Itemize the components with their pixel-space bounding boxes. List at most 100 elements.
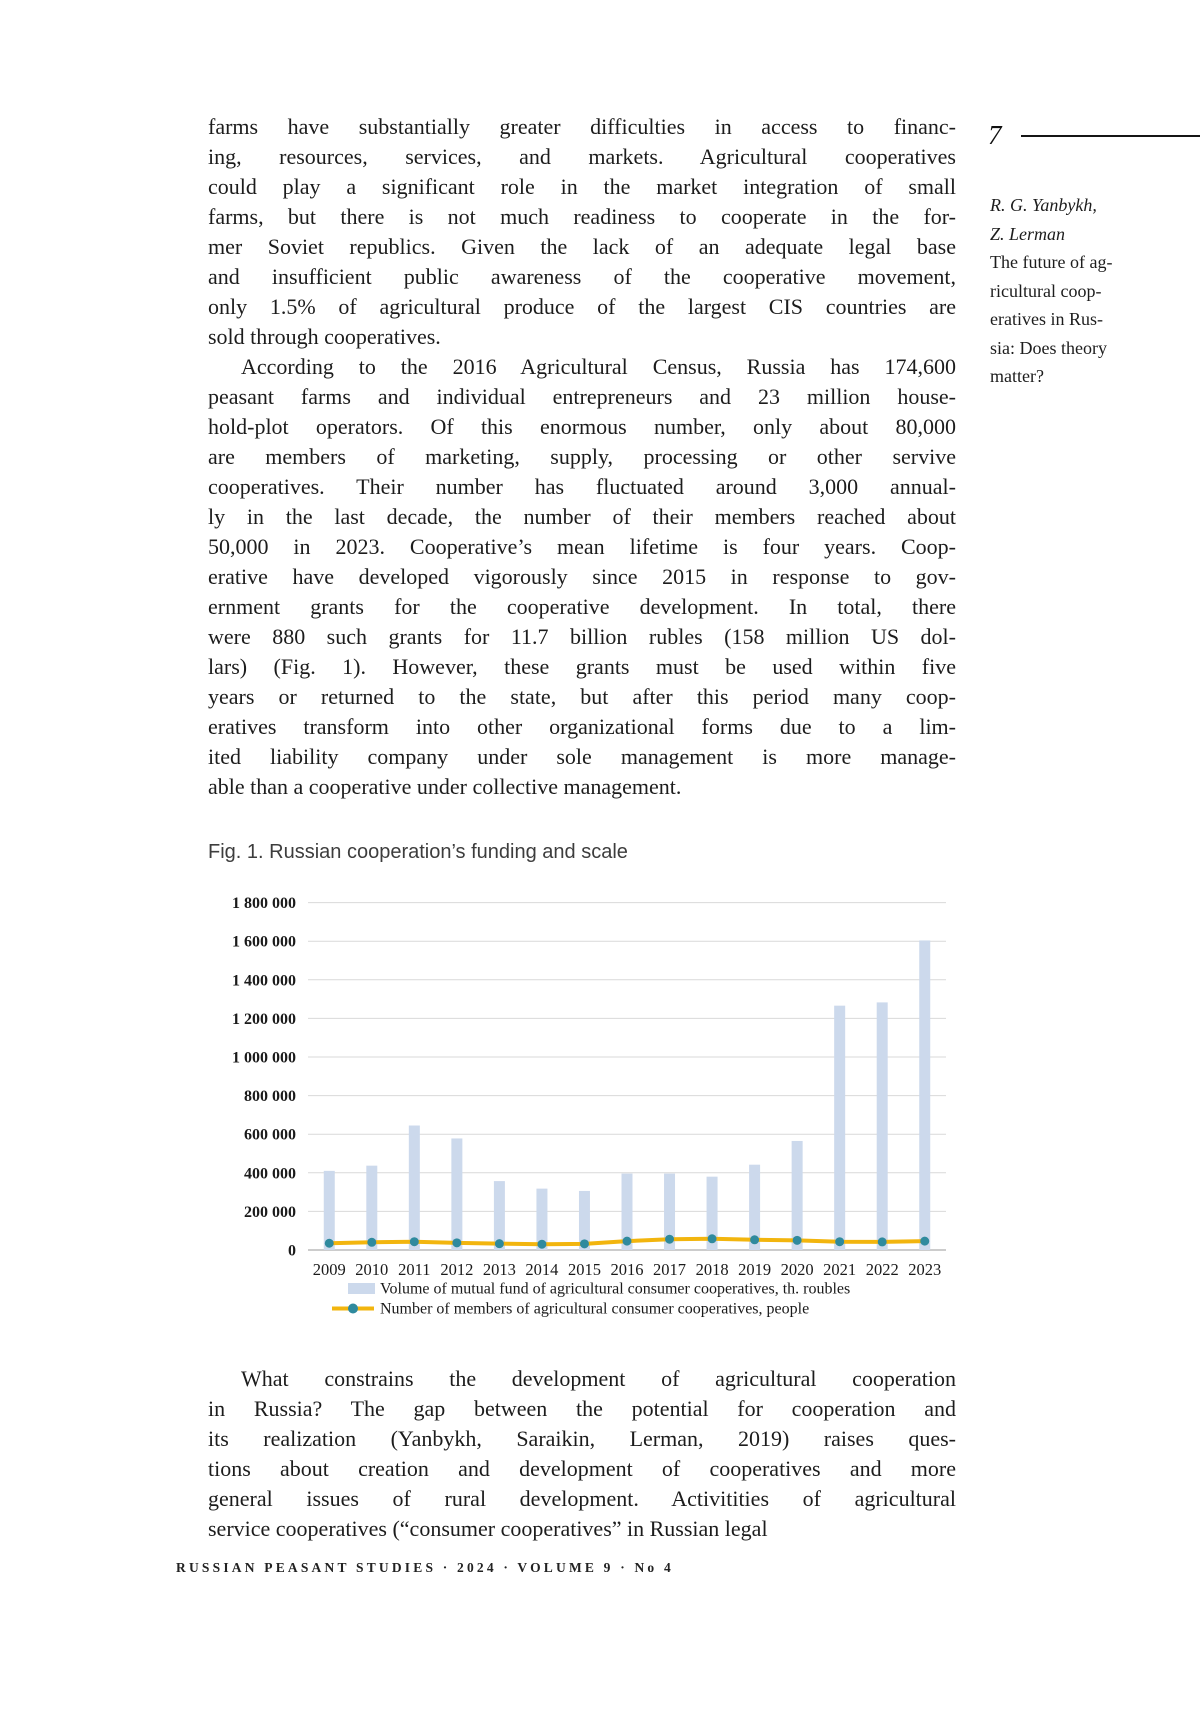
text-line: lars) (Fig. 1). However, these grants mu… [208, 654, 956, 679]
x-axis-label: 2013 [483, 1260, 516, 1279]
x-axis-label: 2011 [398, 1260, 430, 1279]
members-marker-2014 [537, 1239, 547, 1249]
text-line: general issues of rural development. Act… [208, 1486, 956, 1511]
x-axis-label: 2018 [696, 1260, 729, 1279]
volume-bar-2023 [919, 940, 931, 1250]
text-line: eratives transform into other organizati… [208, 714, 956, 739]
x-axis-label: 2019 [738, 1260, 771, 1279]
text-line: its realization (Yanbykh, Saraikin, Lerm… [208, 1426, 956, 1451]
y-axis-label: 0 [288, 1243, 296, 1260]
volume-bar-2009 [323, 1170, 335, 1250]
members-marker-2017 [665, 1234, 675, 1244]
text-line: in Russia? The gap between the potential… [208, 1396, 956, 1421]
text-line: ly in the last decade, the number of the… [208, 504, 956, 529]
text-line: could play a significant role in the mar… [208, 174, 956, 199]
members-marker-2013 [494, 1239, 504, 1249]
x-axis-label: 2020 [781, 1260, 814, 1279]
y-axis-label: 800 000 [244, 1088, 296, 1105]
text-line: were 880 such grants for 11.7 billion ru… [208, 624, 956, 649]
legend-label-members: Number of members of agricultural consum… [380, 1301, 809, 1318]
text-line: erative have developed vigorously since … [208, 564, 956, 589]
volume-bar-2022 [876, 1002, 888, 1250]
members-marker-2018 [707, 1234, 717, 1244]
page-number: 7 [988, 120, 1002, 150]
margin-author-line: R. G. Yanbykh, [990, 195, 1097, 215]
members-marker-2021 [835, 1237, 845, 1247]
text-line: farms have substantially greater difficu… [208, 114, 956, 139]
members-marker-2009 [324, 1238, 334, 1248]
text-line: ing, resources, services, and markets. A… [208, 144, 956, 169]
volume-bar-2014 [536, 1188, 548, 1250]
members-marker-2022 [877, 1237, 887, 1247]
volume-bar-2012 [451, 1138, 463, 1250]
y-axis-label: 1 400 000 [232, 972, 296, 989]
members-marker-2015 [579, 1239, 589, 1249]
volume-bar-2015 [578, 1190, 590, 1250]
text-line: ited liability company under sole manage… [208, 744, 956, 769]
text-line: tions about creation and development of … [208, 1456, 956, 1481]
members-marker-2019 [750, 1235, 760, 1245]
text-line: peasant farms and individual entrepreneu… [208, 384, 956, 409]
x-axis-label: 2021 [823, 1260, 856, 1279]
members-marker-2016 [622, 1236, 632, 1246]
paragraph: What constrains the development of agric… [208, 1364, 956, 1544]
paragraph: According to the 2016 Agricultural Censu… [208, 352, 956, 802]
members-marker-2023 [920, 1236, 930, 1246]
volume-bar-2011 [408, 1125, 420, 1250]
text-line: mer Soviet republics. Given the lack of … [208, 234, 956, 259]
y-axis-label: 1 200 000 [232, 1011, 296, 1028]
volume-bar-2020 [791, 1140, 803, 1250]
figure-caption: Fig. 1. Russian cooperation’s funding an… [208, 841, 628, 863]
paragraph: farms have substantially greater difficu… [208, 112, 956, 352]
legend-label-volume: Volume of mutual fund of agricultural co… [380, 1281, 850, 1298]
text-line: years or returned to the state, but afte… [208, 684, 956, 709]
x-axis-label: 2015 [568, 1260, 601, 1279]
margin-title-line: ricultural coop- [990, 280, 1102, 301]
y-axis-label: 1 000 000 [232, 1050, 296, 1067]
volume-bar-2017 [664, 1173, 676, 1250]
journal-footer: RUSSIAN PEASANT STUDIES · 2024 · VOLUME … [176, 1560, 674, 1575]
volume-bar-2013 [493, 1181, 505, 1250]
legend-swatch-members-marker [348, 1303, 358, 1314]
x-axis-label: 2022 [866, 1260, 899, 1279]
x-axis-label: 2023 [908, 1260, 941, 1279]
bottom-paragraphs: What constrains the development of agric… [208, 1364, 956, 1544]
volume-bar-2019 [749, 1164, 761, 1250]
text-line: able than a cooperative under collective… [208, 774, 682, 799]
volume-bar-2016 [621, 1173, 633, 1250]
x-axis-label: 2017 [653, 1260, 686, 1279]
header-rule [1020, 135, 1200, 137]
text-line: are members of marketing, supply, proces… [208, 444, 956, 469]
text-line: farms, but there is not much readiness t… [208, 204, 956, 229]
text-line: service cooperatives (“consumer cooperat… [208, 1516, 768, 1541]
text-line: 50,000 in 2023. Cooperative’s mean lifet… [208, 534, 956, 559]
margin-title-line: sia: Does theory [990, 337, 1107, 358]
text-line: only 1.5% of agricultural produce of the… [208, 294, 956, 319]
text-line: cooperatives. Their number has fluctuate… [208, 474, 956, 499]
x-axis-label: 2014 [525, 1260, 558, 1279]
volume-bar-2021 [834, 1005, 846, 1250]
text-line: and insufficient public awareness of the… [208, 264, 956, 289]
text-line: hold-plot operators. Of this enormous nu… [208, 414, 956, 439]
margin-author-line: Z. Lerman [990, 223, 1066, 244]
y-axis-label: 1 600 000 [232, 934, 296, 951]
body-paragraphs: farms have substantially greater difficu… [208, 112, 956, 802]
margin-title-line: The future of ag- [990, 252, 1113, 272]
y-axis-label: 600 000 [244, 1127, 296, 1144]
figure-chart: 200 000 400 000 600 000 800 000 1 000 000 1 2… [232, 895, 946, 1318]
volume-bar-2018 [706, 1176, 718, 1250]
margin-title-line: matter? [990, 366, 1044, 386]
members-marker-2011 [409, 1237, 419, 1247]
running-head: R. G. Yanbykh, Z. Lerman The future of ag-… [990, 191, 1112, 391]
text-line: What constrains the development of agric… [241, 1366, 956, 1391]
x-axis-label: 2010 [355, 1260, 388, 1279]
x-axis-label: 2016 [611, 1260, 644, 1279]
text-line: According to the 2016 Agricultural Censu… [241, 354, 956, 379]
legend-swatch-volume [348, 1283, 375, 1294]
members-marker-2010 [367, 1237, 377, 1247]
y-axis-label: 1 800 000 [232, 895, 296, 912]
page-header: 7 [988, 120, 1200, 150]
text-line: ernment grants for the cooperative devel… [208, 594, 956, 619]
margin-title-line: eratives in Rus- [990, 309, 1103, 329]
